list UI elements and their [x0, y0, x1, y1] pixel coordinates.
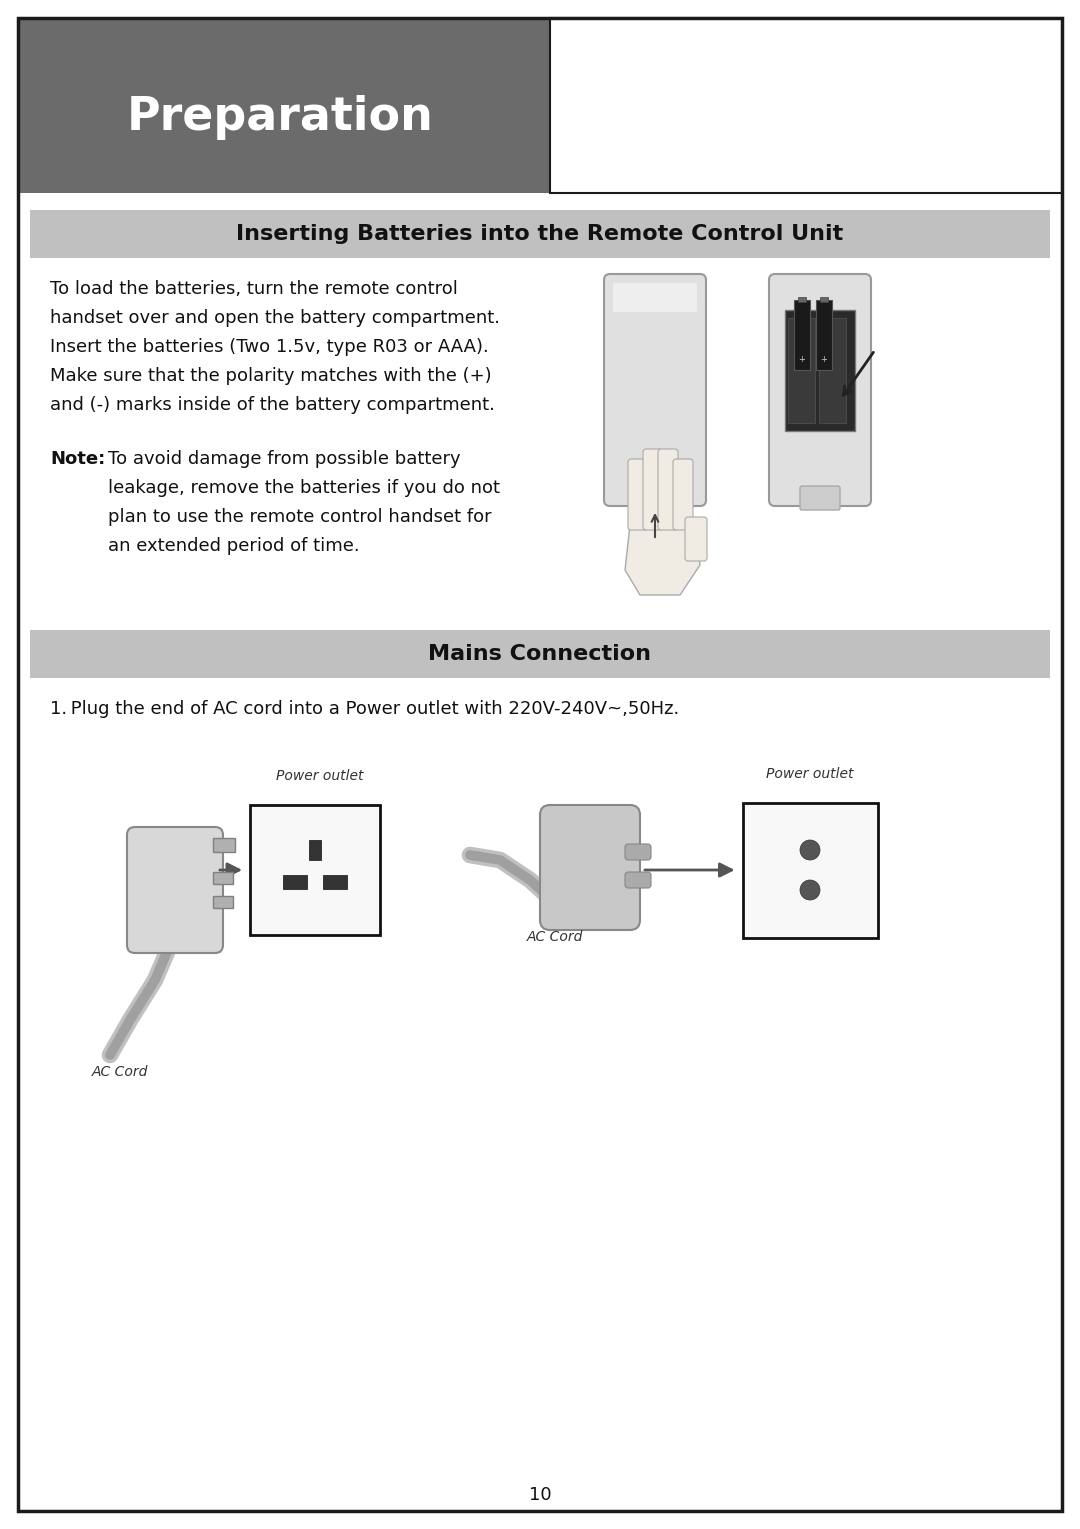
FancyBboxPatch shape — [127, 827, 222, 953]
FancyBboxPatch shape — [673, 459, 693, 531]
Text: Power outlet: Power outlet — [276, 769, 364, 783]
Bar — [785, 310, 855, 431]
FancyBboxPatch shape — [604, 274, 706, 506]
Circle shape — [800, 881, 820, 901]
FancyBboxPatch shape — [658, 450, 678, 531]
Bar — [283, 875, 307, 888]
Bar — [323, 875, 347, 888]
Text: leakage, remove the batteries if you do not: leakage, remove the batteries if you do … — [108, 479, 500, 497]
Bar — [820, 297, 828, 303]
FancyBboxPatch shape — [540, 804, 640, 930]
Text: Insert the batteries (Two 1.5v, type R03 or AAA).: Insert the batteries (Two 1.5v, type R03… — [50, 338, 489, 356]
FancyBboxPatch shape — [685, 517, 707, 561]
Polygon shape — [625, 524, 700, 595]
Text: +: + — [798, 356, 806, 364]
Bar — [213, 896, 233, 908]
Circle shape — [800, 839, 820, 859]
Bar — [213, 872, 233, 884]
Text: and (-) marks inside of the battery compartment.: and (-) marks inside of the battery comp… — [50, 396, 495, 414]
Text: Inserting Batteries into the Remote Control Unit: Inserting Batteries into the Remote Cont… — [237, 225, 843, 245]
Text: Make sure that the polarity matches with the (+): Make sure that the polarity matches with… — [50, 367, 491, 385]
Bar — [18, 18, 551, 193]
FancyBboxPatch shape — [769, 274, 870, 506]
FancyBboxPatch shape — [634, 488, 676, 515]
FancyBboxPatch shape — [625, 872, 651, 888]
FancyBboxPatch shape — [643, 450, 663, 531]
Text: Note:: Note: — [50, 450, 105, 468]
Bar — [550, 18, 1062, 193]
Bar — [30, 209, 1050, 258]
Bar — [798, 297, 806, 303]
Bar — [309, 839, 321, 859]
Text: Power outlet: Power outlet — [766, 766, 854, 780]
Bar — [794, 300, 810, 370]
Bar — [213, 838, 235, 852]
Text: Mains Connection: Mains Connection — [429, 644, 651, 664]
Text: handset over and open the battery compartment.: handset over and open the battery compar… — [50, 309, 500, 327]
FancyBboxPatch shape — [613, 283, 697, 312]
FancyBboxPatch shape — [625, 844, 651, 859]
Text: Preparation: Preparation — [126, 95, 433, 141]
Text: AC Cord: AC Cord — [92, 1066, 148, 1079]
Bar — [249, 804, 380, 936]
Text: 1. Plug the end of AC cord into a Power outlet with 220V-240V~,50Hz.: 1. Plug the end of AC cord into a Power … — [50, 700, 679, 719]
FancyBboxPatch shape — [627, 459, 648, 531]
Text: To load the batteries, turn the remote control: To load the batteries, turn the remote c… — [50, 280, 458, 298]
Bar — [30, 630, 1050, 677]
Text: 10: 10 — [529, 1486, 551, 1505]
Text: an extended period of time.: an extended period of time. — [108, 537, 360, 555]
Bar — [819, 318, 846, 424]
Bar — [788, 318, 815, 424]
Bar — [743, 803, 877, 937]
Text: +: + — [821, 356, 827, 364]
Text: plan to use the remote control handset for: plan to use the remote control handset f… — [108, 508, 491, 526]
Text: AC Cord: AC Cord — [527, 930, 583, 943]
Bar — [816, 300, 832, 370]
Text: To avoid damage from possible battery: To avoid damage from possible battery — [108, 450, 461, 468]
FancyBboxPatch shape — [800, 486, 840, 511]
